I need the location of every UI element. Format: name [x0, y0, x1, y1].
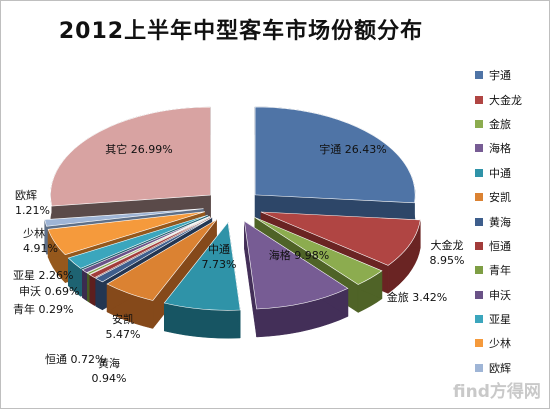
- legend-swatch: [475, 266, 483, 274]
- legend-item-亚星: 亚星: [475, 307, 550, 331]
- legend-item-宇通: 宇通: [475, 63, 550, 87]
- data-label-name-中通: 中通: [208, 243, 230, 256]
- data-label-name-大金龙: 大金龙: [431, 238, 464, 252]
- legend-item-黄海: 黄海: [475, 209, 550, 233]
- data-label-海格: 海格 9.98%: [269, 248, 329, 262]
- legend-item-大金龙: 大金龙: [475, 87, 550, 111]
- legend-swatch: [475, 364, 483, 372]
- data-label-name-少林: 少林: [23, 226, 45, 240]
- data-label-金旅: 金旅 3.42%: [387, 290, 447, 304]
- legend-label: 青年: [489, 262, 511, 278]
- data-label-恒通: 恒通 0.72%: [45, 353, 105, 366]
- legend-label: 黄海: [489, 214, 511, 230]
- data-label-value-大金龙: 8.95%: [430, 254, 465, 267]
- legend-item-海格: 海格: [475, 136, 550, 160]
- data-label-青年: 青年 0.29%: [13, 302, 73, 316]
- data-label-申沃: 申沃 0.69%: [19, 285, 79, 298]
- legend-swatch: [475, 339, 483, 347]
- legend-label: 中通: [489, 165, 511, 181]
- data-label-value-中通: 7.73%: [202, 258, 237, 271]
- legend-item-少林: 少林: [475, 331, 550, 355]
- data-label-name-安凯: 安凯: [112, 312, 134, 326]
- legend-swatch: [475, 291, 483, 299]
- data-label-其它: 其它 26.99%: [105, 142, 172, 156]
- legend-item-中通: 中通: [475, 161, 550, 185]
- legend-item-安凯: 安凯: [475, 185, 550, 209]
- data-label-value-黄海: 0.94%: [92, 372, 127, 385]
- data-label-value-少林: 4.91%: [23, 242, 58, 255]
- data-label-value-欧辉: 1.21%: [15, 204, 50, 217]
- legend-label: 亚星: [489, 311, 511, 327]
- legend-label: 少林: [489, 335, 511, 351]
- legend-item-金旅: 金旅: [475, 112, 550, 136]
- data-label-value-安凯: 5.47%: [106, 328, 141, 341]
- legend-item-申沃: 申沃: [475, 283, 550, 307]
- slice-其它: [51, 107, 211, 206]
- data-label-亚星: 亚星 2.26%: [13, 269, 73, 282]
- legend-label: 安凯: [489, 189, 511, 205]
- legend-label: 海格: [489, 140, 511, 156]
- legend-swatch: [475, 71, 483, 79]
- legend-item-青年: 青年: [475, 258, 550, 282]
- legend-label: 欧辉: [489, 360, 511, 376]
- legend-swatch: [475, 242, 483, 250]
- data-label-name-欧辉: 欧辉: [15, 189, 37, 202]
- legend-label: 申沃: [489, 287, 511, 303]
- legend-swatch: [475, 218, 483, 226]
- legend-swatch: [475, 193, 483, 201]
- legend-label: 恒通: [489, 238, 511, 254]
- legend-swatch: [475, 144, 483, 152]
- watermark-logo: find方得网: [453, 377, 541, 402]
- legend-swatch: [475, 315, 483, 323]
- legend-label: 宇通: [489, 67, 511, 83]
- data-label-宇通: 宇通 26.43%: [319, 143, 386, 156]
- legend-swatch: [475, 169, 483, 177]
- legend-swatch: [475, 96, 483, 104]
- legend-label: 大金龙: [489, 92, 522, 108]
- legend-item-恒通: 恒通: [475, 234, 550, 258]
- legend-label: 金旅: [489, 116, 511, 132]
- chart-legend: 宇通大金龙金旅海格中通安凯黄海恒通青年申沃亚星少林欧辉: [475, 63, 550, 380]
- legend-swatch: [475, 120, 483, 128]
